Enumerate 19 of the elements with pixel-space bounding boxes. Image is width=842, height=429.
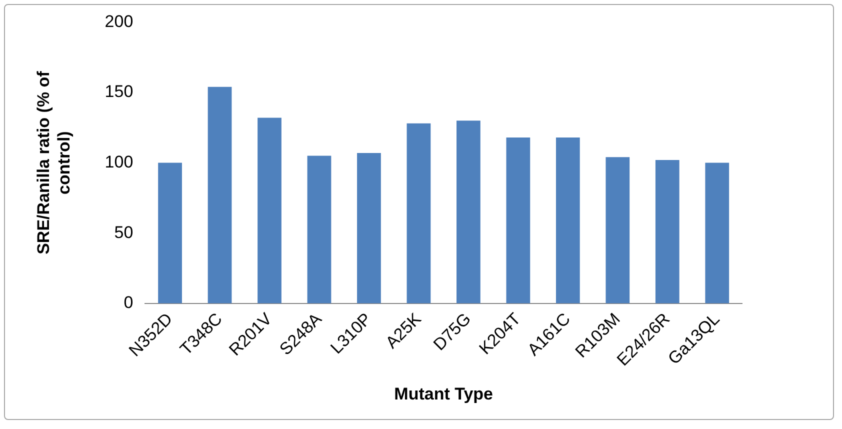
bar (307, 156, 332, 304)
y-axis-title: SRE/Ranilla ratio (% of control) (34, 70, 74, 254)
y-tick-label: 100 (104, 152, 134, 172)
y-tick-label: 150 (104, 82, 134, 102)
x-axis-title: Mutant Type (394, 384, 494, 404)
bar (556, 137, 580, 304)
bar (705, 162, 730, 304)
bar (506, 137, 530, 304)
bar (208, 86, 232, 304)
bar (655, 160, 680, 304)
y-tick-label: 200 (104, 12, 134, 31)
y-tick-label: 0 (124, 293, 134, 312)
bar (456, 120, 480, 304)
bar (258, 118, 282, 304)
bar (158, 162, 182, 304)
bar (406, 123, 431, 304)
bar (606, 157, 630, 304)
y-tick-label: 50 (114, 222, 134, 242)
bar (357, 152, 381, 304)
